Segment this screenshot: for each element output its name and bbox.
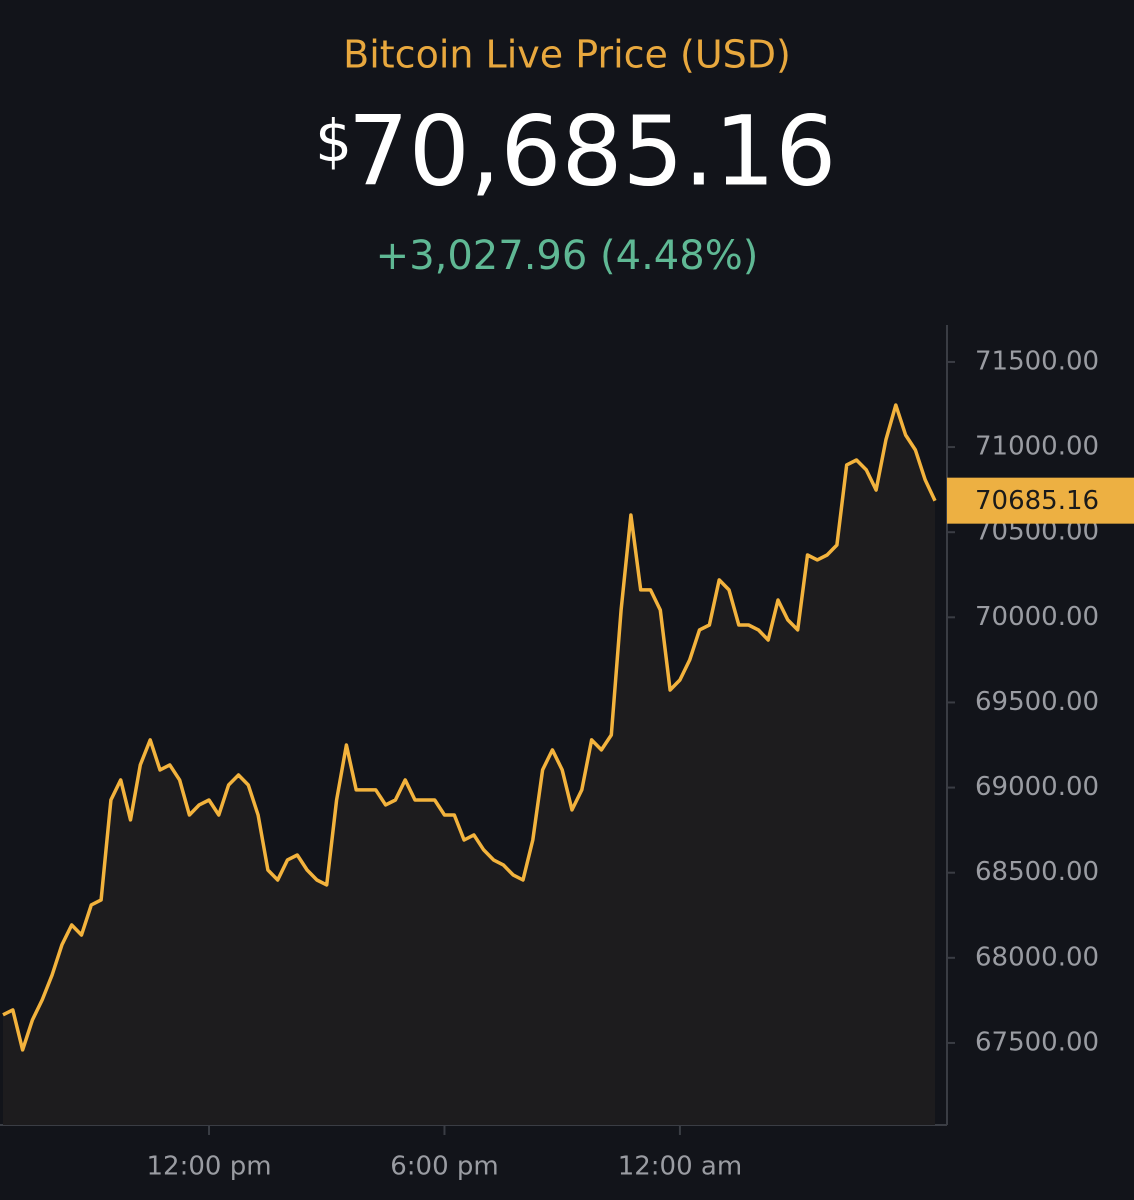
price-change: +3,027.96 (4.48%) (376, 233, 759, 279)
y-tick-label: 69000.00 (975, 772, 1099, 802)
current-price: 70,685.16 (348, 95, 837, 207)
y-tick-label: 68000.00 (975, 942, 1099, 972)
price-tag-label: 70685.16 (975, 486, 1099, 516)
y-tick-label: 69500.00 (975, 687, 1099, 717)
x-tick-label: 12:00 am (618, 1152, 742, 1182)
area-fill (3, 405, 935, 1125)
y-tick-label: 68500.00 (975, 857, 1099, 887)
y-tick-label: 71500.00 (975, 346, 1099, 376)
price-line (2, 403, 937, 1052)
price-tag (947, 477, 1134, 524)
y-tick-label: 70000.00 (975, 602, 1099, 632)
chart-title: Bitcoin Live Price (USD) (343, 33, 791, 77)
x-tick-label: 12:00 pm (147, 1152, 272, 1182)
currency-symbol: $ (315, 107, 352, 175)
y-tick-label: 67500.00 (975, 1027, 1099, 1057)
x-tick-label: 6:00 pm (390, 1152, 498, 1182)
y-tick-label: 71000.00 (975, 432, 1099, 462)
